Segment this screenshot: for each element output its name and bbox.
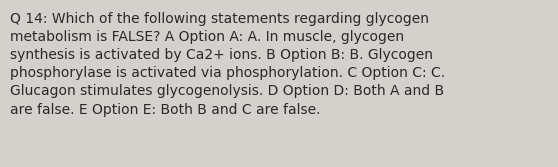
Text: Q 14: Which of the following statements regarding glycogen
metabolism is FALSE? : Q 14: Which of the following statements … <box>10 12 445 117</box>
